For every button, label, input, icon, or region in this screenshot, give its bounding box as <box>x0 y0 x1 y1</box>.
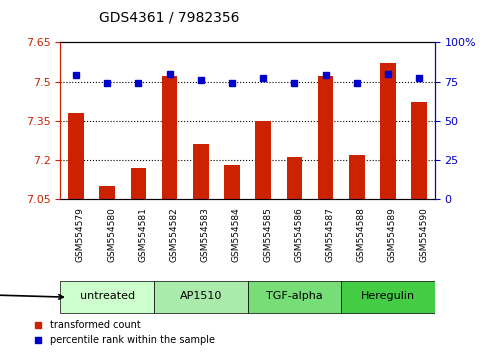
Text: GSM554588: GSM554588 <box>357 207 366 262</box>
Bar <box>68 113 84 199</box>
Bar <box>224 165 240 199</box>
Bar <box>412 102 427 199</box>
Bar <box>60 281 154 313</box>
Text: GSM554585: GSM554585 <box>263 207 272 262</box>
Bar <box>162 76 177 199</box>
Text: GSM554580: GSM554580 <box>107 207 116 262</box>
Text: GSM554581: GSM554581 <box>138 207 147 262</box>
Bar <box>193 144 209 199</box>
Text: GSM554587: GSM554587 <box>326 207 335 262</box>
Bar <box>130 167 146 199</box>
Text: untreated: untreated <box>80 291 135 302</box>
Text: Heregulin: Heregulin <box>361 291 415 302</box>
Text: TGF-alpha: TGF-alpha <box>266 291 323 302</box>
Bar <box>341 281 435 313</box>
Text: agent: agent <box>0 289 63 299</box>
Bar <box>247 281 341 313</box>
Bar <box>99 186 115 199</box>
Bar <box>286 157 302 199</box>
Text: GDS4361 / 7982356: GDS4361 / 7982356 <box>99 11 239 25</box>
Bar <box>318 76 333 199</box>
Text: GSM554579: GSM554579 <box>76 207 85 262</box>
Bar <box>349 155 365 199</box>
Text: GSM554590: GSM554590 <box>419 207 428 262</box>
Bar <box>154 281 248 313</box>
Text: GSM554584: GSM554584 <box>232 207 241 262</box>
Text: GSM554582: GSM554582 <box>170 207 179 262</box>
Text: GSM554583: GSM554583 <box>201 207 210 262</box>
Bar <box>256 121 271 199</box>
Legend: transformed count, percentile rank within the sample: transformed count, percentile rank withi… <box>29 316 219 349</box>
Text: GSM554586: GSM554586 <box>294 207 303 262</box>
Bar <box>380 63 396 199</box>
Text: AP1510: AP1510 <box>180 291 222 302</box>
Text: GSM554589: GSM554589 <box>388 207 397 262</box>
